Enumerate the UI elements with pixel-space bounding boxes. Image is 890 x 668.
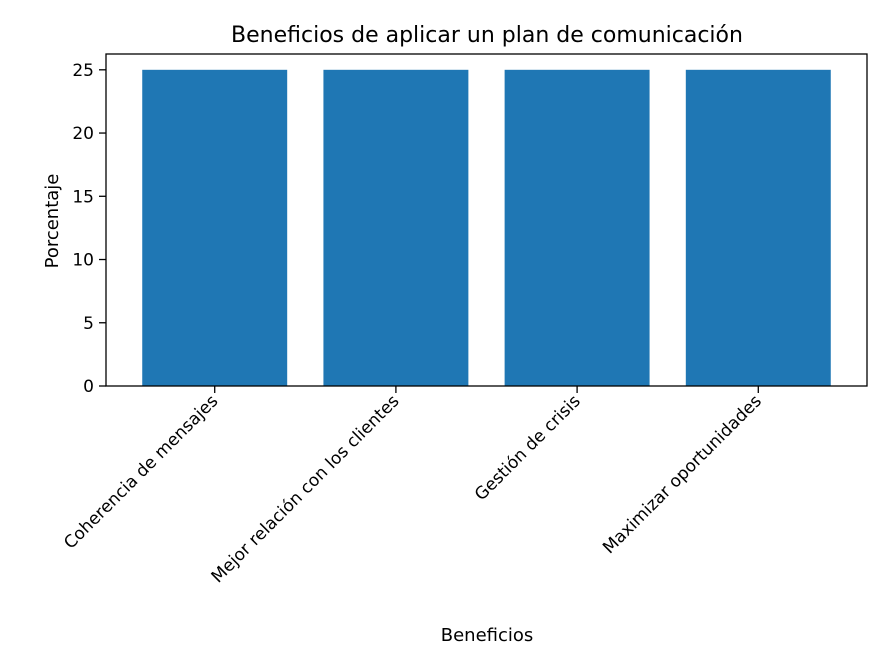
chart-title: Beneficios de aplicar un plan de comunic… [231, 23, 743, 48]
bar-3 [504, 69, 650, 387]
y-tick-label: 20 [72, 124, 94, 144]
x-tick-label: Maximizar oportunidades [599, 391, 766, 558]
y-tick-label: 10 [72, 251, 94, 271]
y-tick-label: 15 [72, 187, 94, 207]
y-tick-label: 0 [83, 377, 94, 397]
y-axis-label: Porcentaje [42, 174, 63, 269]
x-tick-label: Gestión de crisis [471, 391, 585, 505]
x-tick-label: Coherencia de mensajes [60, 391, 222, 553]
y-tick-label: 5 [83, 314, 94, 334]
bar-2 [323, 69, 469, 387]
bar-1 [142, 69, 288, 387]
plot-frame [105, 53, 868, 387]
y-axis-ticks: 0 5 10 15 20 25 [72, 61, 106, 397]
bars-group [142, 69, 831, 387]
bar-4 [685, 69, 831, 387]
x-axis-label: Beneficios [441, 625, 534, 646]
x-tick-label: Mejor relación con los clientes [208, 391, 404, 587]
y-tick-label: 25 [72, 61, 94, 81]
